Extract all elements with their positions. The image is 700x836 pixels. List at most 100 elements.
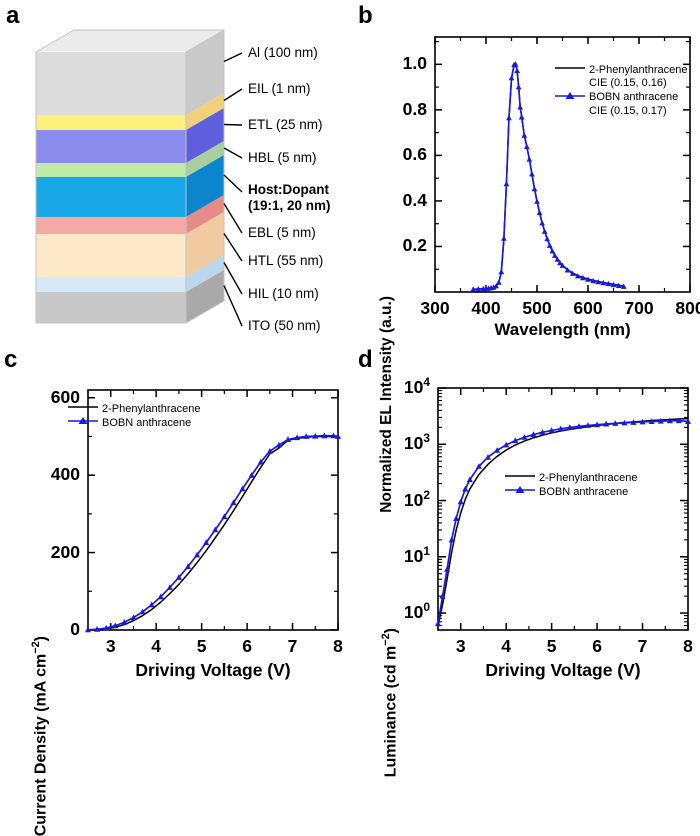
series-markers-bobn bbox=[470, 61, 627, 292]
leader-line bbox=[223, 123, 243, 126]
axis-tick-label: 0.8 bbox=[402, 98, 427, 119]
y-axis-title: Luminance (cd m−2) bbox=[380, 628, 400, 778]
axis-tick-label: 8 bbox=[683, 636, 693, 656]
stack-layer-label: HTL (55 nm) bbox=[248, 253, 323, 269]
leader-line bbox=[223, 147, 243, 159]
plot-frame bbox=[437, 387, 689, 631]
stack-layer-label: HBL (5 nm) bbox=[248, 150, 317, 166]
legend-label: BOBN anthracene bbox=[102, 416, 192, 429]
legend-sublabel: CIE (0.15, 0.17) bbox=[589, 105, 667, 118]
legend-triangle-marker-icon bbox=[505, 485, 535, 499]
axis-tick-label: 6 bbox=[592, 636, 602, 656]
leader-line bbox=[223, 203, 243, 234]
stack-layer-label: EBL (5 nm) bbox=[248, 225, 316, 241]
series-line-bobn bbox=[437, 419, 689, 625]
legend-entry: 2-Phenylanthracene bbox=[555, 63, 687, 77]
legend-label: BOBN anthracene bbox=[539, 485, 629, 498]
leader-line bbox=[223, 174, 243, 193]
plot-frame bbox=[87, 389, 339, 631]
panel-letter-c: c bbox=[4, 346, 18, 373]
axis-tick-label: 1.0 bbox=[402, 53, 427, 74]
legend-line-marker-icon bbox=[505, 471, 535, 485]
legend-entry: BOBN anthracene bbox=[505, 485, 637, 499]
legend-entry: BOBN anthracene bbox=[555, 91, 687, 105]
legend-sublabel: CIE (0.15, 0.16) bbox=[589, 77, 667, 90]
stack-layer-name: Host:Dopant bbox=[248, 182, 329, 197]
x-axis-title: Wavelength (nm) bbox=[494, 320, 631, 339]
axis-tick-label: 7 bbox=[287, 636, 298, 656]
current-density-plot bbox=[85, 389, 341, 633]
stack-layer-name: EIL (1 nm) bbox=[248, 81, 311, 96]
axis-tick-label: 4 bbox=[151, 636, 162, 656]
axis-tick-label: 101 bbox=[403, 543, 430, 566]
axis-tick-label: 0 bbox=[70, 619, 80, 639]
axis-tick-label: 0.6 bbox=[402, 144, 427, 165]
axis-tick-label: 0.4 bbox=[402, 189, 427, 210]
axis-tick-label: 3 bbox=[455, 636, 466, 656]
stack-layer-name: Al (100 nm) bbox=[248, 45, 318, 60]
stack-layer-label: Host:Dopant (19:1, 20 nm) bbox=[248, 182, 331, 213]
axis-tick-label: 0.2 bbox=[402, 235, 427, 256]
panel-letter-b: b bbox=[358, 2, 373, 29]
series-markers-bobn bbox=[85, 432, 341, 633]
panel-d-legend: 2-Phenylanthracene BOBN anthracene bbox=[505, 471, 637, 500]
axis-tick-label: 5 bbox=[196, 636, 207, 656]
device-stack-diagram bbox=[34, 29, 243, 327]
legend-label: 2-Phenylanthracene bbox=[589, 63, 688, 76]
axis-tick-label: 600 bbox=[573, 298, 603, 318]
axis-tick-label: 102 bbox=[403, 487, 430, 510]
el-spectrum-plot bbox=[434, 36, 691, 293]
panel-c-legend: 2-Phenylanthracene BOBN anthracene bbox=[68, 402, 200, 431]
y-axis-title: Current Density (mA cm−2) bbox=[30, 636, 50, 836]
legend-label: 2-Phenylanthracene bbox=[539, 471, 638, 484]
stack-layer-name: HTL (55 nm) bbox=[248, 253, 324, 268]
stack-layer-name: EBL (5 nm) bbox=[248, 225, 316, 240]
leader-line bbox=[223, 88, 243, 102]
panel-d-luminance: d 2-Phenylanthracene BOBN anthracene 3 4 5 6… bbox=[350, 340, 700, 778]
axis-tick-label: 5 bbox=[546, 636, 557, 656]
axis-tick-label: 800 bbox=[675, 298, 700, 318]
legend-triangle-marker-icon bbox=[68, 416, 98, 430]
stack-layer-name: ITO (50 nm) bbox=[248, 318, 321, 333]
stack-layer-name: ETL (25 nm) bbox=[248, 117, 323, 132]
axis-tick-label: 8 bbox=[333, 636, 343, 656]
axis-tick-label: 500 bbox=[522, 298, 552, 318]
panel-a-device-stack: a Al (100 nm) EIL (1 nm) ETL (25 nm) HBL (5… bbox=[0, 0, 350, 340]
legend-entry: 2-Phenylanthracene bbox=[68, 402, 200, 416]
stack-layer-name: HBL (5 nm) bbox=[248, 150, 317, 165]
stack-layer-label: HIL (10 nm) bbox=[248, 286, 319, 302]
series-line-2pa bbox=[437, 417, 689, 627]
axis-tick-label: 600 bbox=[50, 386, 80, 407]
legend-entry: BOBN anthracene bbox=[68, 416, 200, 430]
axis-tick-label: 100 bbox=[403, 600, 430, 622]
stack-layer-label: Al (100 nm) bbox=[248, 45, 318, 61]
legend-label: BOBN anthracene bbox=[589, 91, 679, 104]
panel-letter-a: a bbox=[6, 2, 20, 29]
series-markers-bobn bbox=[435, 417, 691, 627]
panel-letter-d: d bbox=[358, 346, 373, 373]
axis-tick-label: 400 bbox=[471, 298, 501, 318]
legend-line-marker-icon bbox=[555, 63, 585, 77]
legend-label: 2-Phenylanthracene bbox=[102, 402, 201, 415]
series-line-bobn bbox=[87, 434, 339, 631]
axis-tick-label: 7 bbox=[637, 636, 648, 656]
leader-line bbox=[223, 233, 243, 262]
stack-layer-label: ITO (50 nm) bbox=[248, 318, 321, 334]
panel-b-el-spectrum: b 2-Phenylanthracene CIE (0.15, 0.16) BOBN… bbox=[350, 0, 700, 513]
axis-tick-label: 3 bbox=[105, 636, 116, 656]
stack-layer-label: ETL (25 nm) bbox=[248, 117, 323, 133]
axis-tick-label: 200 bbox=[50, 541, 80, 562]
axis-tick-label: 6 bbox=[242, 636, 252, 656]
x-axis-title: Driving Voltage (V) bbox=[135, 660, 291, 680]
legend-triangle-marker-icon bbox=[555, 91, 585, 105]
luminance-plot bbox=[435, 387, 691, 631]
panel-b-legend: 2-Phenylanthracene CIE (0.15, 0.16) BOBN a… bbox=[555, 63, 687, 119]
axis-tick-label: 400 bbox=[50, 464, 80, 485]
leader-line bbox=[223, 52, 243, 63]
x-axis-title: Driving Voltage (V) bbox=[485, 660, 641, 680]
stack-layer-name: HIL (10 nm) bbox=[248, 286, 319, 301]
stack-layer-label: EIL (1 nm) bbox=[248, 81, 311, 97]
axis-tick-label: 103 bbox=[403, 431, 430, 454]
leader-line bbox=[223, 285, 243, 327]
